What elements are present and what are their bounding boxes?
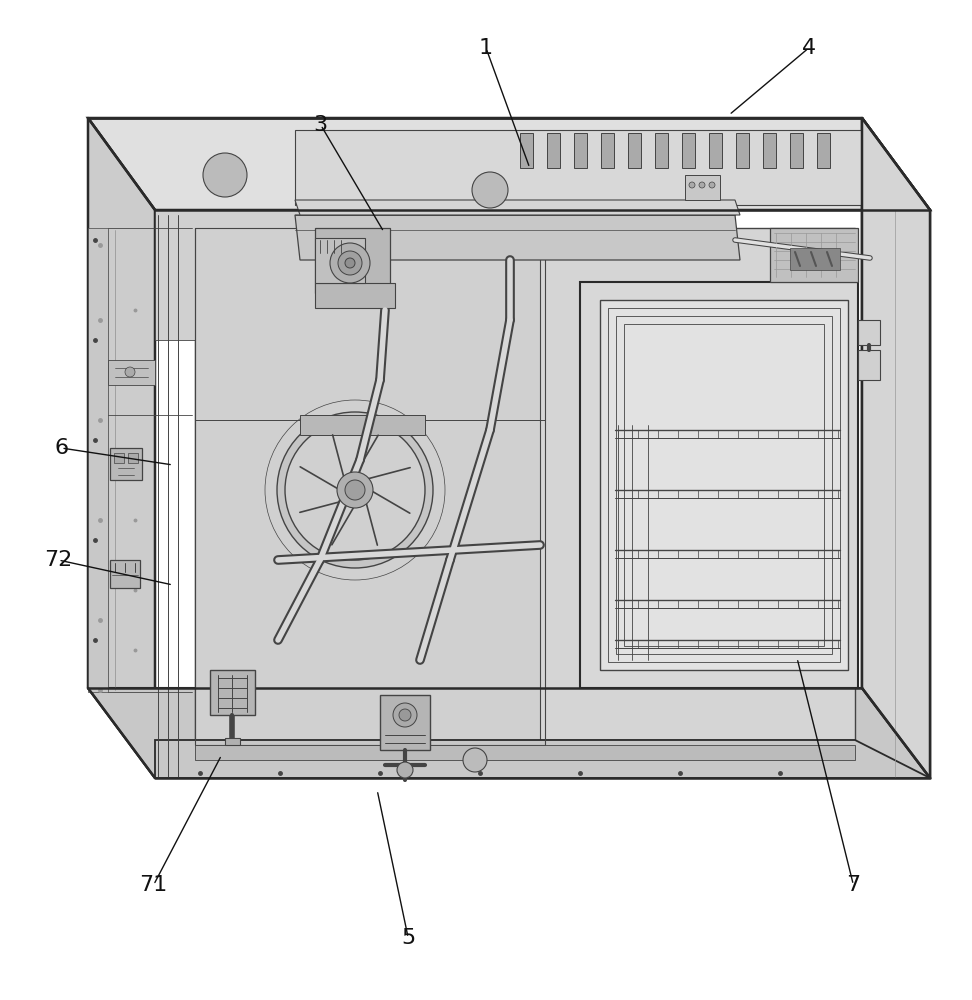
Polygon shape	[195, 228, 855, 740]
Polygon shape	[300, 415, 425, 435]
Polygon shape	[88, 118, 155, 778]
Polygon shape	[709, 133, 722, 168]
Polygon shape	[685, 175, 720, 200]
Polygon shape	[520, 133, 533, 168]
Polygon shape	[88, 228, 108, 692]
Polygon shape	[155, 740, 930, 778]
Text: 3: 3	[314, 115, 328, 135]
Polygon shape	[295, 215, 740, 260]
Polygon shape	[790, 248, 840, 270]
Circle shape	[689, 182, 695, 188]
Polygon shape	[380, 695, 430, 750]
Circle shape	[338, 251, 362, 275]
Polygon shape	[628, 133, 641, 168]
Polygon shape	[770, 228, 858, 282]
Circle shape	[463, 748, 487, 772]
Text: 72: 72	[44, 550, 73, 570]
Polygon shape	[547, 133, 560, 168]
Polygon shape	[295, 200, 740, 215]
Circle shape	[472, 172, 508, 208]
Polygon shape	[858, 320, 880, 345]
Polygon shape	[858, 350, 880, 380]
Circle shape	[337, 472, 373, 508]
Polygon shape	[763, 133, 776, 168]
Polygon shape	[600, 300, 848, 670]
Polygon shape	[225, 738, 240, 745]
Polygon shape	[315, 238, 365, 283]
Circle shape	[285, 420, 425, 560]
Text: 7: 7	[847, 875, 860, 895]
Polygon shape	[295, 130, 870, 205]
Polygon shape	[817, 133, 830, 168]
Circle shape	[203, 153, 247, 197]
Circle shape	[393, 703, 417, 727]
Circle shape	[125, 367, 135, 377]
Polygon shape	[88, 118, 930, 210]
Polygon shape	[128, 453, 138, 463]
Text: 6: 6	[54, 438, 68, 458]
Text: 71: 71	[139, 875, 168, 895]
Text: 4: 4	[802, 38, 816, 58]
Polygon shape	[574, 133, 587, 168]
Circle shape	[399, 709, 411, 721]
Polygon shape	[88, 688, 930, 778]
Circle shape	[397, 762, 413, 778]
Text: 5: 5	[401, 928, 415, 948]
Circle shape	[699, 182, 705, 188]
Polygon shape	[114, 453, 124, 463]
Polygon shape	[195, 228, 540, 745]
Polygon shape	[682, 133, 695, 168]
Polygon shape	[580, 282, 858, 688]
Circle shape	[345, 480, 365, 500]
Polygon shape	[862, 118, 930, 778]
Polygon shape	[210, 670, 255, 715]
Polygon shape	[736, 133, 749, 168]
Circle shape	[709, 182, 715, 188]
Polygon shape	[315, 228, 390, 293]
Polygon shape	[155, 210, 300, 340]
Polygon shape	[790, 133, 803, 168]
Polygon shape	[601, 133, 614, 168]
Circle shape	[330, 243, 370, 283]
Polygon shape	[862, 118, 930, 778]
Polygon shape	[110, 560, 140, 588]
Text: 1: 1	[479, 38, 493, 58]
Polygon shape	[110, 448, 142, 480]
Circle shape	[345, 258, 355, 268]
Polygon shape	[655, 133, 668, 168]
Polygon shape	[315, 283, 395, 308]
Polygon shape	[108, 360, 155, 385]
Polygon shape	[195, 745, 855, 760]
Circle shape	[277, 412, 433, 568]
